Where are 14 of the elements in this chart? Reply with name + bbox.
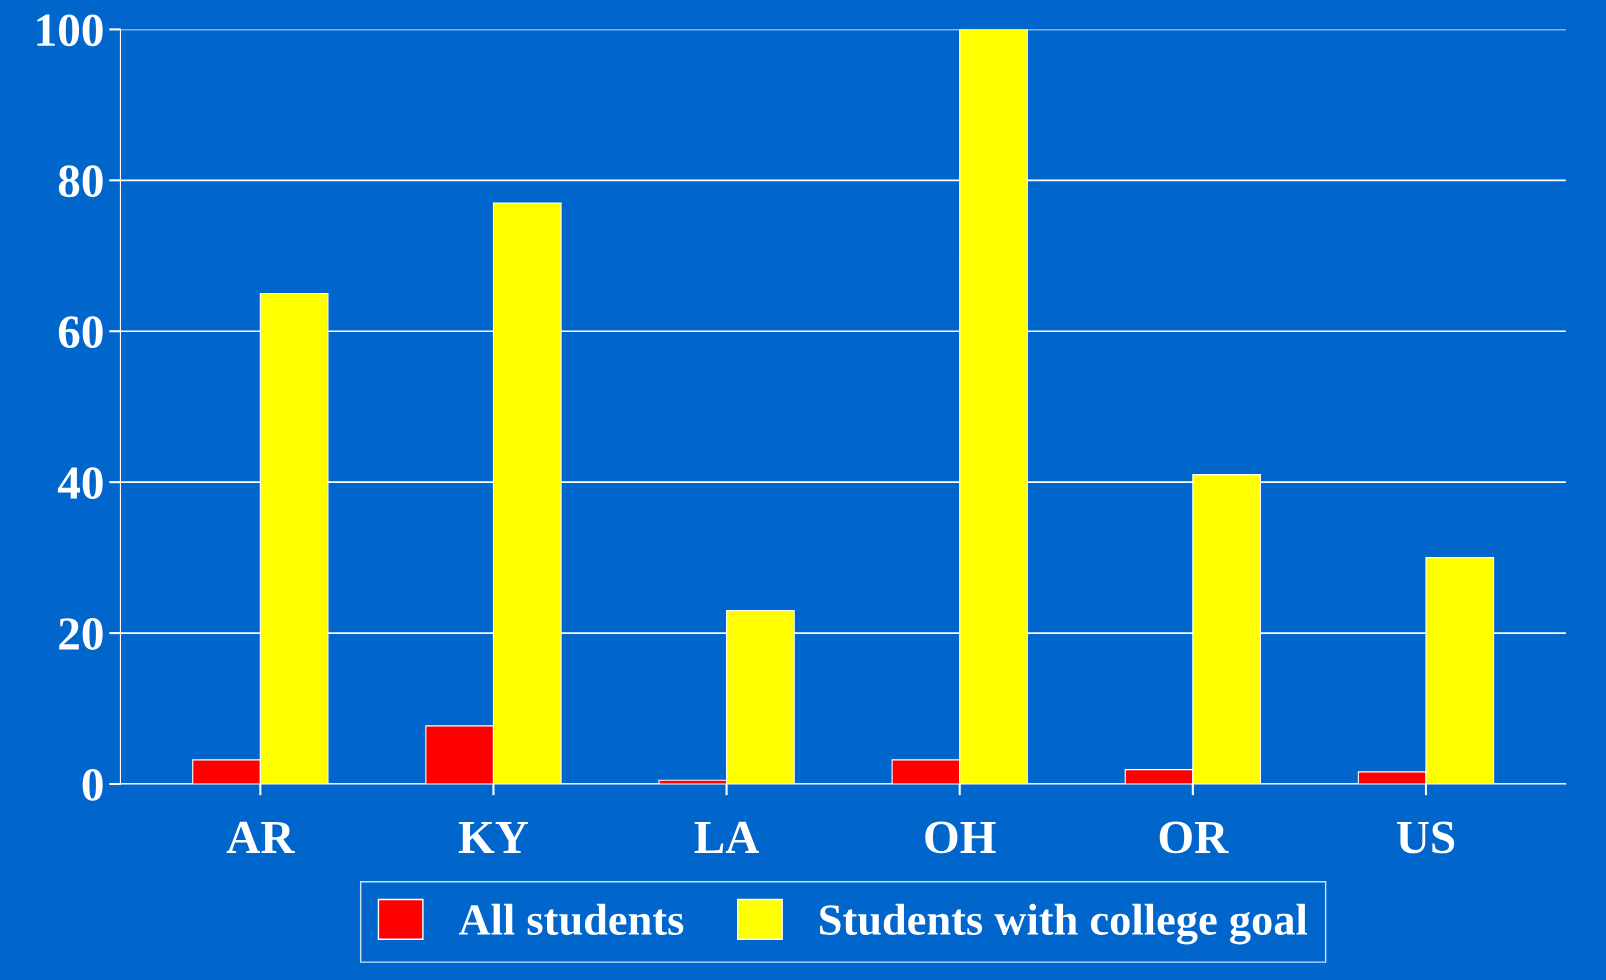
x-tick-label: LA bbox=[694, 821, 760, 853]
y-tick-label: 100 bbox=[37, 14, 103, 47]
y-tick-label: 40 bbox=[57, 467, 103, 500]
x-tick-label: US bbox=[1396, 821, 1455, 854]
y-tick-label: 0 bbox=[82, 768, 103, 801]
x-tick-label: OH bbox=[925, 821, 996, 854]
x-tick-label: OR bbox=[1159, 821, 1229, 854]
legend-label: All students bbox=[458, 903, 684, 936]
x-tick-label: KY bbox=[458, 821, 528, 853]
y-tick-label: 60 bbox=[58, 316, 103, 349]
x-tick-label: AR bbox=[226, 821, 295, 853]
legend-label: Students with college goal bbox=[820, 903, 1308, 945]
y-tick-label: 80 bbox=[58, 165, 103, 198]
y-tick-label: 20 bbox=[59, 618, 103, 650]
